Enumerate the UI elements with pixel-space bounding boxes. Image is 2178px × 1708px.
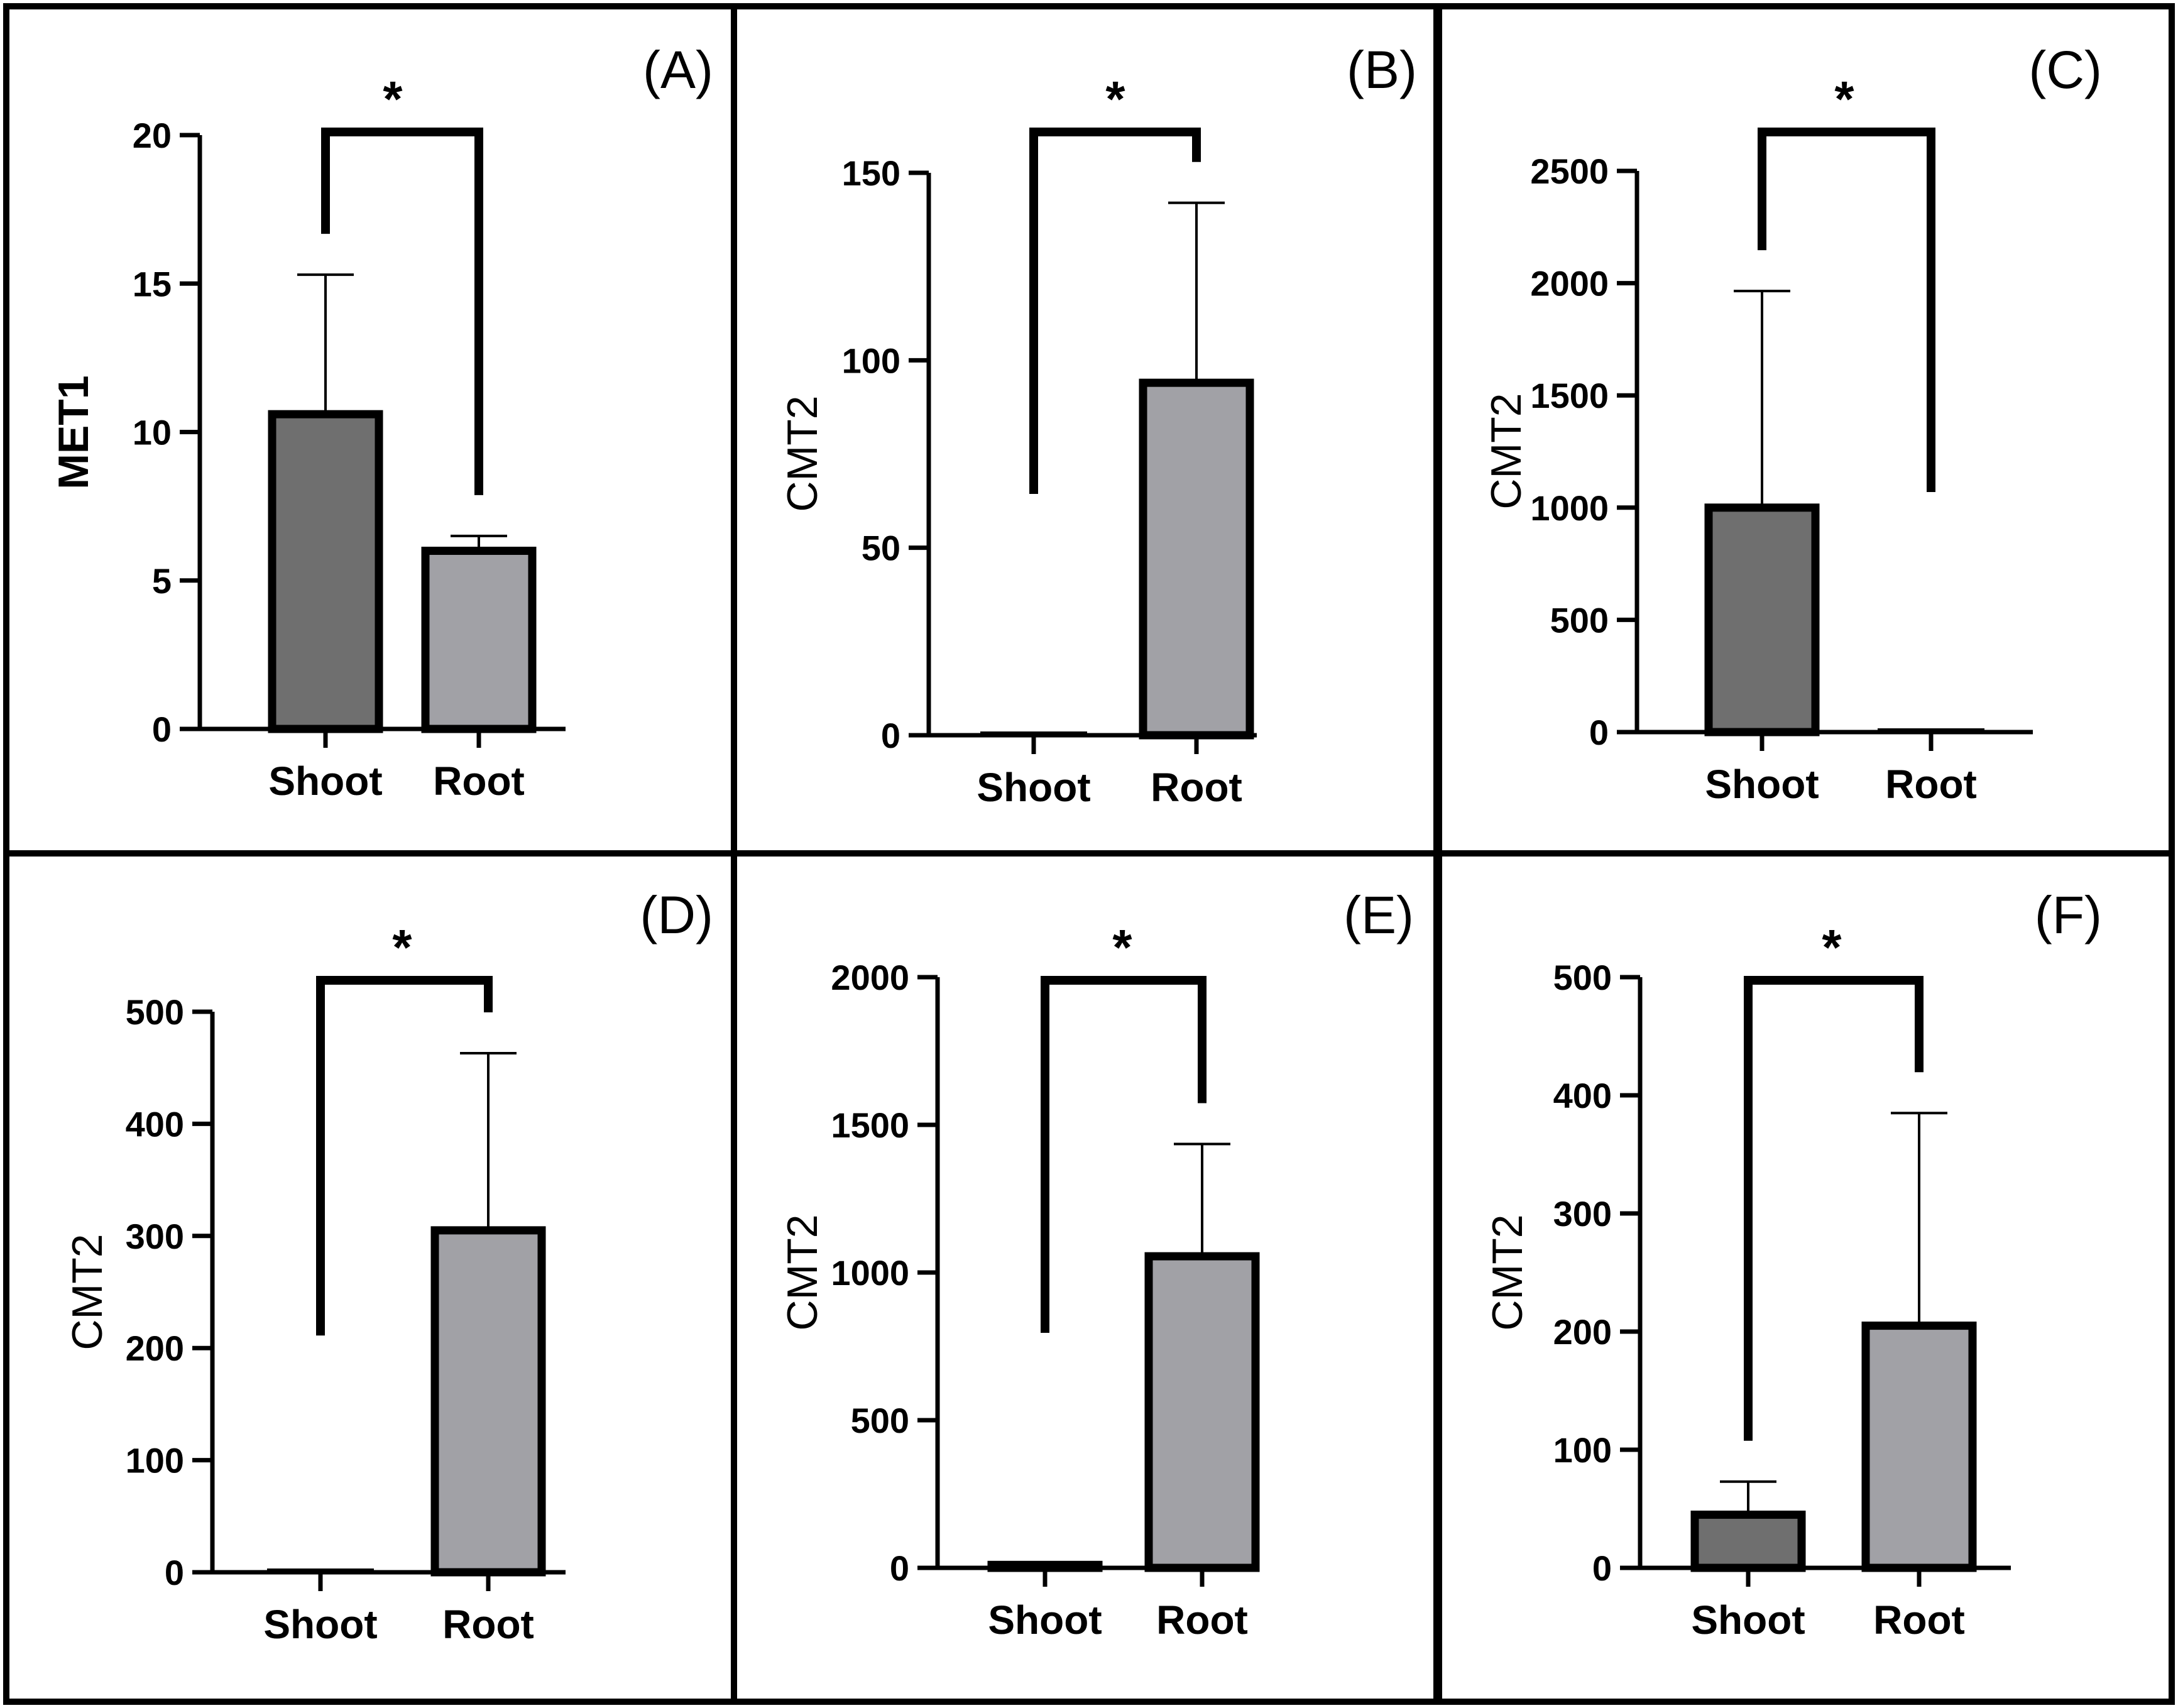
y-tick-label: 2500 xyxy=(1530,151,1609,191)
significance-star: * xyxy=(1834,71,1854,127)
y-tick-label: 500 xyxy=(126,992,184,1032)
y-tick-label: 0 xyxy=(1589,713,1609,752)
y-axis-label: CMT2 xyxy=(1482,393,1530,509)
bar-shoot xyxy=(1704,503,1820,736)
bar-root xyxy=(421,547,537,733)
x-tick-label-shoot: Shoot xyxy=(1705,762,1819,807)
y-tick-label: 15 xyxy=(133,264,172,304)
panel-letter: (E) xyxy=(1343,885,1414,944)
significance-star: * xyxy=(1112,919,1132,975)
y-tick-label: 200 xyxy=(126,1328,184,1368)
bar-root xyxy=(430,1226,546,1577)
significance-star: * xyxy=(392,919,412,975)
significance-bracket xyxy=(321,128,483,495)
panel-letter: (B) xyxy=(1347,40,1417,99)
significance-star: * xyxy=(383,71,403,127)
significance-bracket xyxy=(1758,128,1935,492)
y-tick-label: 300 xyxy=(126,1217,184,1256)
y-tick-label: 400 xyxy=(1553,1076,1612,1115)
y-tick-label: 5 xyxy=(152,561,172,601)
y-tick-label: 100 xyxy=(1553,1430,1612,1470)
bar-shoot xyxy=(1690,1510,1806,1572)
panel-border xyxy=(1436,850,2175,1705)
significance-bracket xyxy=(316,976,493,1336)
y-tick-label: 500 xyxy=(1550,600,1609,640)
y-tick-label: 1000 xyxy=(831,1253,909,1293)
y-axis-label: CMT2 xyxy=(1484,1214,1531,1330)
y-tick-label: 100 xyxy=(126,1441,184,1481)
y-tick-label: 50 xyxy=(862,528,900,568)
bar-shoot xyxy=(268,410,383,733)
chart-panel-f: 0 100 200 300 400 500 Shoot Root CMT2 (F) * xyxy=(1436,850,2175,1705)
y-tick-label: 0 xyxy=(881,716,900,755)
y-axis-label: CMT2 xyxy=(779,395,826,512)
x-tick-label-root: Root xyxy=(442,1602,534,1647)
panel-letter: (D) xyxy=(640,885,713,944)
panel-letter: (C) xyxy=(2028,40,2102,99)
x-tick-label-root: Root xyxy=(1151,765,1242,810)
y-tick-label: 20 xyxy=(133,116,172,155)
y-tick-label: 10 xyxy=(133,413,172,452)
x-tick-label-root: Root xyxy=(1873,1597,1965,1643)
chart-panel-b: 0 50 100 150 Shoot Root CMT2 (B) * xyxy=(731,3,1440,857)
x-tick-label-root: Root xyxy=(433,758,525,804)
y-tick-label: 100 xyxy=(842,341,900,380)
bar-root xyxy=(1861,1322,1977,1572)
x-tick-label-shoot: Shoot xyxy=(263,1602,377,1647)
chart-panel-a: 0 5 10 15 20 Shoot Root MET1 (A) * xyxy=(3,3,737,857)
y-axis-label: CMT2 xyxy=(779,1214,826,1330)
chart-panel-c: 0 500 1000 1500 2000 2500 Shoot Root CMT2 (C) * xyxy=(1436,3,2175,857)
x-tick-label-shoot: Shoot xyxy=(268,758,382,804)
y-tick-label: 2000 xyxy=(831,958,909,997)
chart-panel-d: 0 100 200 300 400 500 Shoot Root CMT2 (D) * xyxy=(3,850,737,1705)
y-tick-label: 500 xyxy=(1553,958,1612,997)
y-tick-label: 150 xyxy=(842,153,900,193)
y-tick-label: 0 xyxy=(1592,1548,1612,1588)
panel-letter: (F) xyxy=(2035,885,2102,944)
significance-bracket xyxy=(1029,128,1201,494)
y-tick-label: 300 xyxy=(1553,1194,1612,1234)
y-axis-label: MET1 xyxy=(50,375,97,489)
x-tick-label-shoot: Shoot xyxy=(988,1597,1102,1643)
bar-root xyxy=(1144,1252,1260,1572)
x-tick-label-shoot: Shoot xyxy=(977,765,1090,810)
y-tick-label: 400 xyxy=(126,1104,184,1144)
significance-bracket xyxy=(1041,976,1207,1333)
bar-root xyxy=(1139,378,1254,740)
y-tick-label: 0 xyxy=(890,1548,909,1588)
significance-star: * xyxy=(1105,71,1125,127)
significance-bracket xyxy=(1744,976,1924,1441)
panel-letter: (A) xyxy=(643,40,713,99)
y-tick-label: 500 xyxy=(851,1401,909,1440)
chart-panel-e: 0 500 1000 1500 2000 Shoot Root CMT2 (E) * xyxy=(731,850,1440,1705)
significance-star: * xyxy=(1822,919,1842,975)
y-tick-label: 200 xyxy=(1553,1312,1612,1352)
y-tick-label: 2000 xyxy=(1530,264,1609,304)
x-tick-label-root: Root xyxy=(1885,762,1977,807)
y-tick-label: 1500 xyxy=(1530,376,1609,415)
y-tick-label: 0 xyxy=(165,1553,184,1592)
x-tick-label-shoot: Shoot xyxy=(1691,1597,1805,1643)
x-tick-label-root: Root xyxy=(1156,1597,1248,1643)
y-tick-label: 0 xyxy=(152,709,172,749)
y-axis-label: CMT2 xyxy=(63,1234,111,1350)
y-tick-label: 1500 xyxy=(831,1105,909,1145)
y-tick-label: 1000 xyxy=(1530,488,1609,528)
